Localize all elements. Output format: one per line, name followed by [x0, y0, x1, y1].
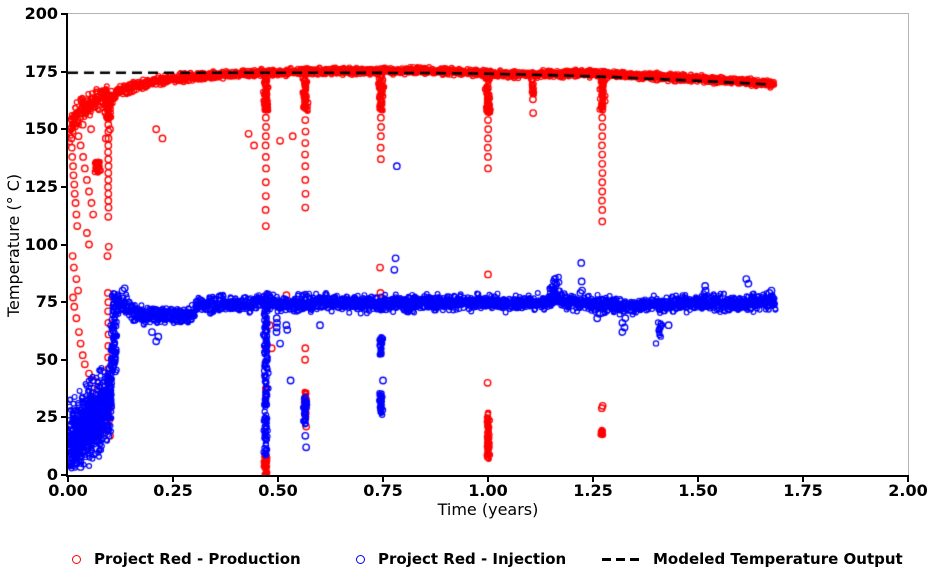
- y-tick: [61, 70, 66, 73]
- x-tick: [907, 477, 909, 482]
- x-tick: [67, 477, 69, 482]
- x-tick: [487, 477, 489, 482]
- legend-label-production: Project Red - Production: [94, 550, 301, 568]
- y-tick-label: 125: [24, 176, 58, 196]
- y-tick-label: 200: [24, 4, 58, 24]
- y-tick-label: 150: [24, 119, 58, 139]
- x-tick-label: 1.00: [468, 481, 508, 500]
- production-marker-icon: [72, 554, 81, 564]
- y-tick: [61, 13, 66, 15]
- top-spine: [68, 13, 909, 14]
- y-tick-label: 0: [46, 465, 58, 485]
- legend-entry-production: Project Red - Production: [72, 546, 301, 572]
- x-tick: [592, 477, 594, 482]
- y-axis-spine: [66, 13, 68, 477]
- y-tick-label: 50: [35, 349, 58, 369]
- dashed-line-icon: [602, 557, 640, 561]
- x-axis-label: Time (years): [437, 500, 539, 519]
- x-tick: [172, 477, 174, 482]
- y-tick: [61, 128, 66, 131]
- x-tick: [382, 477, 384, 482]
- x-tick: [277, 477, 279, 482]
- y-tick: [61, 358, 66, 361]
- x-tick-label: 0.50: [258, 481, 298, 500]
- x-tick-label: 0.75: [363, 481, 403, 500]
- y-tick: [61, 301, 66, 304]
- y-tick-label: 175: [24, 61, 58, 81]
- legend-entry-model: Modeled Temperature Output: [602, 546, 903, 572]
- x-tick-label: 1.50: [678, 481, 718, 500]
- legend-label-injection: Project Red - Injection: [378, 550, 567, 568]
- plot-canvas: [68, 14, 908, 475]
- x-tick-label: 1.75: [783, 481, 823, 500]
- y-tick-label: 100: [24, 234, 58, 254]
- x-tick-label: 2.00: [888, 481, 928, 500]
- injection-marker-icon: [356, 554, 365, 564]
- legend-entry-injection: Project Red - Injection: [356, 546, 566, 572]
- x-tick: [802, 477, 804, 482]
- y-tick: [61, 416, 66, 419]
- x-tick-label: 1.25: [573, 481, 613, 500]
- legend-label-model: Modeled Temperature Output: [653, 550, 903, 568]
- right-spine: [908, 13, 909, 475]
- x-axis-spine: [66, 475, 909, 477]
- y-tick: [61, 185, 66, 188]
- y-tick: [61, 474, 66, 476]
- y-tick-label: 75: [35, 292, 58, 312]
- x-tick-label: 0.00: [48, 481, 88, 500]
- y-tick-label: 25: [35, 407, 58, 427]
- y-tick: [61, 243, 66, 246]
- x-tick: [697, 477, 699, 482]
- y-axis-label: Temperature (° C): [4, 173, 23, 317]
- x-tick-label: 0.25: [153, 481, 193, 500]
